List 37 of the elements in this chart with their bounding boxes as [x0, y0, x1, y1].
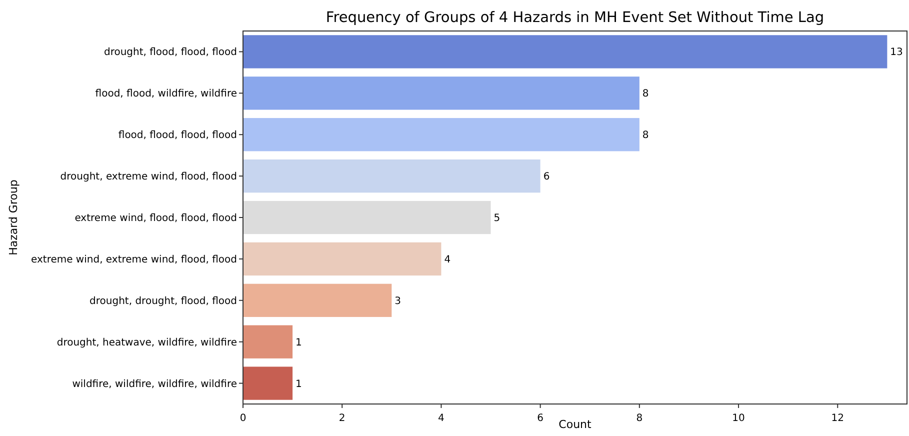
y-tick-label: drought, flood, flood, flood: [104, 47, 237, 58]
bar: [243, 35, 888, 68]
y-tick-label: flood, flood, flood, flood: [118, 130, 237, 142]
bar: [243, 76, 640, 110]
x-tick-label: 2: [338, 413, 346, 424]
bar: [243, 284, 392, 317]
bar: [243, 325, 293, 358]
data-label: 8: [642, 130, 649, 142]
bar: [243, 200, 491, 234]
y-tick-label: drought, drought, flood, flood: [90, 296, 237, 307]
data-label: 8: [642, 88, 649, 100]
bar: [243, 366, 293, 400]
y-tick-label: extreme wind, extreme wind, flood, flood: [31, 254, 237, 266]
x-tick-label: 8: [636, 413, 643, 424]
data-label: 6: [543, 172, 550, 183]
y-axis-title: Hazard Group: [7, 180, 20, 256]
y-tick-label: drought, heatwave, wildfire, wildfire: [56, 337, 237, 348]
data-label: 1: [296, 378, 302, 390]
y-tick-label: drought, extreme wind, flood, flood: [60, 172, 237, 183]
x-axis-title: Count: [558, 418, 592, 431]
data-label: 5: [494, 213, 500, 224]
data-label: 3: [394, 296, 402, 307]
y-tick-label: wildfire, wildfire, wildfire, wildfire: [72, 378, 237, 390]
chart-title: Frequency of Groups of 4 Hazards in MH Event Set Without Time Lag: [326, 10, 824, 26]
y-tick-label: extreme wind, flood, flood, flood: [74, 213, 237, 224]
data-label: 4: [444, 254, 451, 266]
x-tick-label: 0: [240, 413, 246, 424]
x-tick-label: 4: [438, 413, 444, 424]
data-label: 1: [296, 337, 302, 348]
bar: [243, 159, 540, 193]
x-tick-label: 6: [537, 413, 544, 424]
y-tick-label: flood, flood, wildfire, wildfire: [95, 88, 237, 100]
data-label: 13: [890, 47, 903, 58]
x-tick-label: 10: [732, 413, 745, 424]
x-tick-label: 12: [831, 413, 844, 424]
bar: [243, 118, 640, 152]
bar: [243, 242, 442, 276]
